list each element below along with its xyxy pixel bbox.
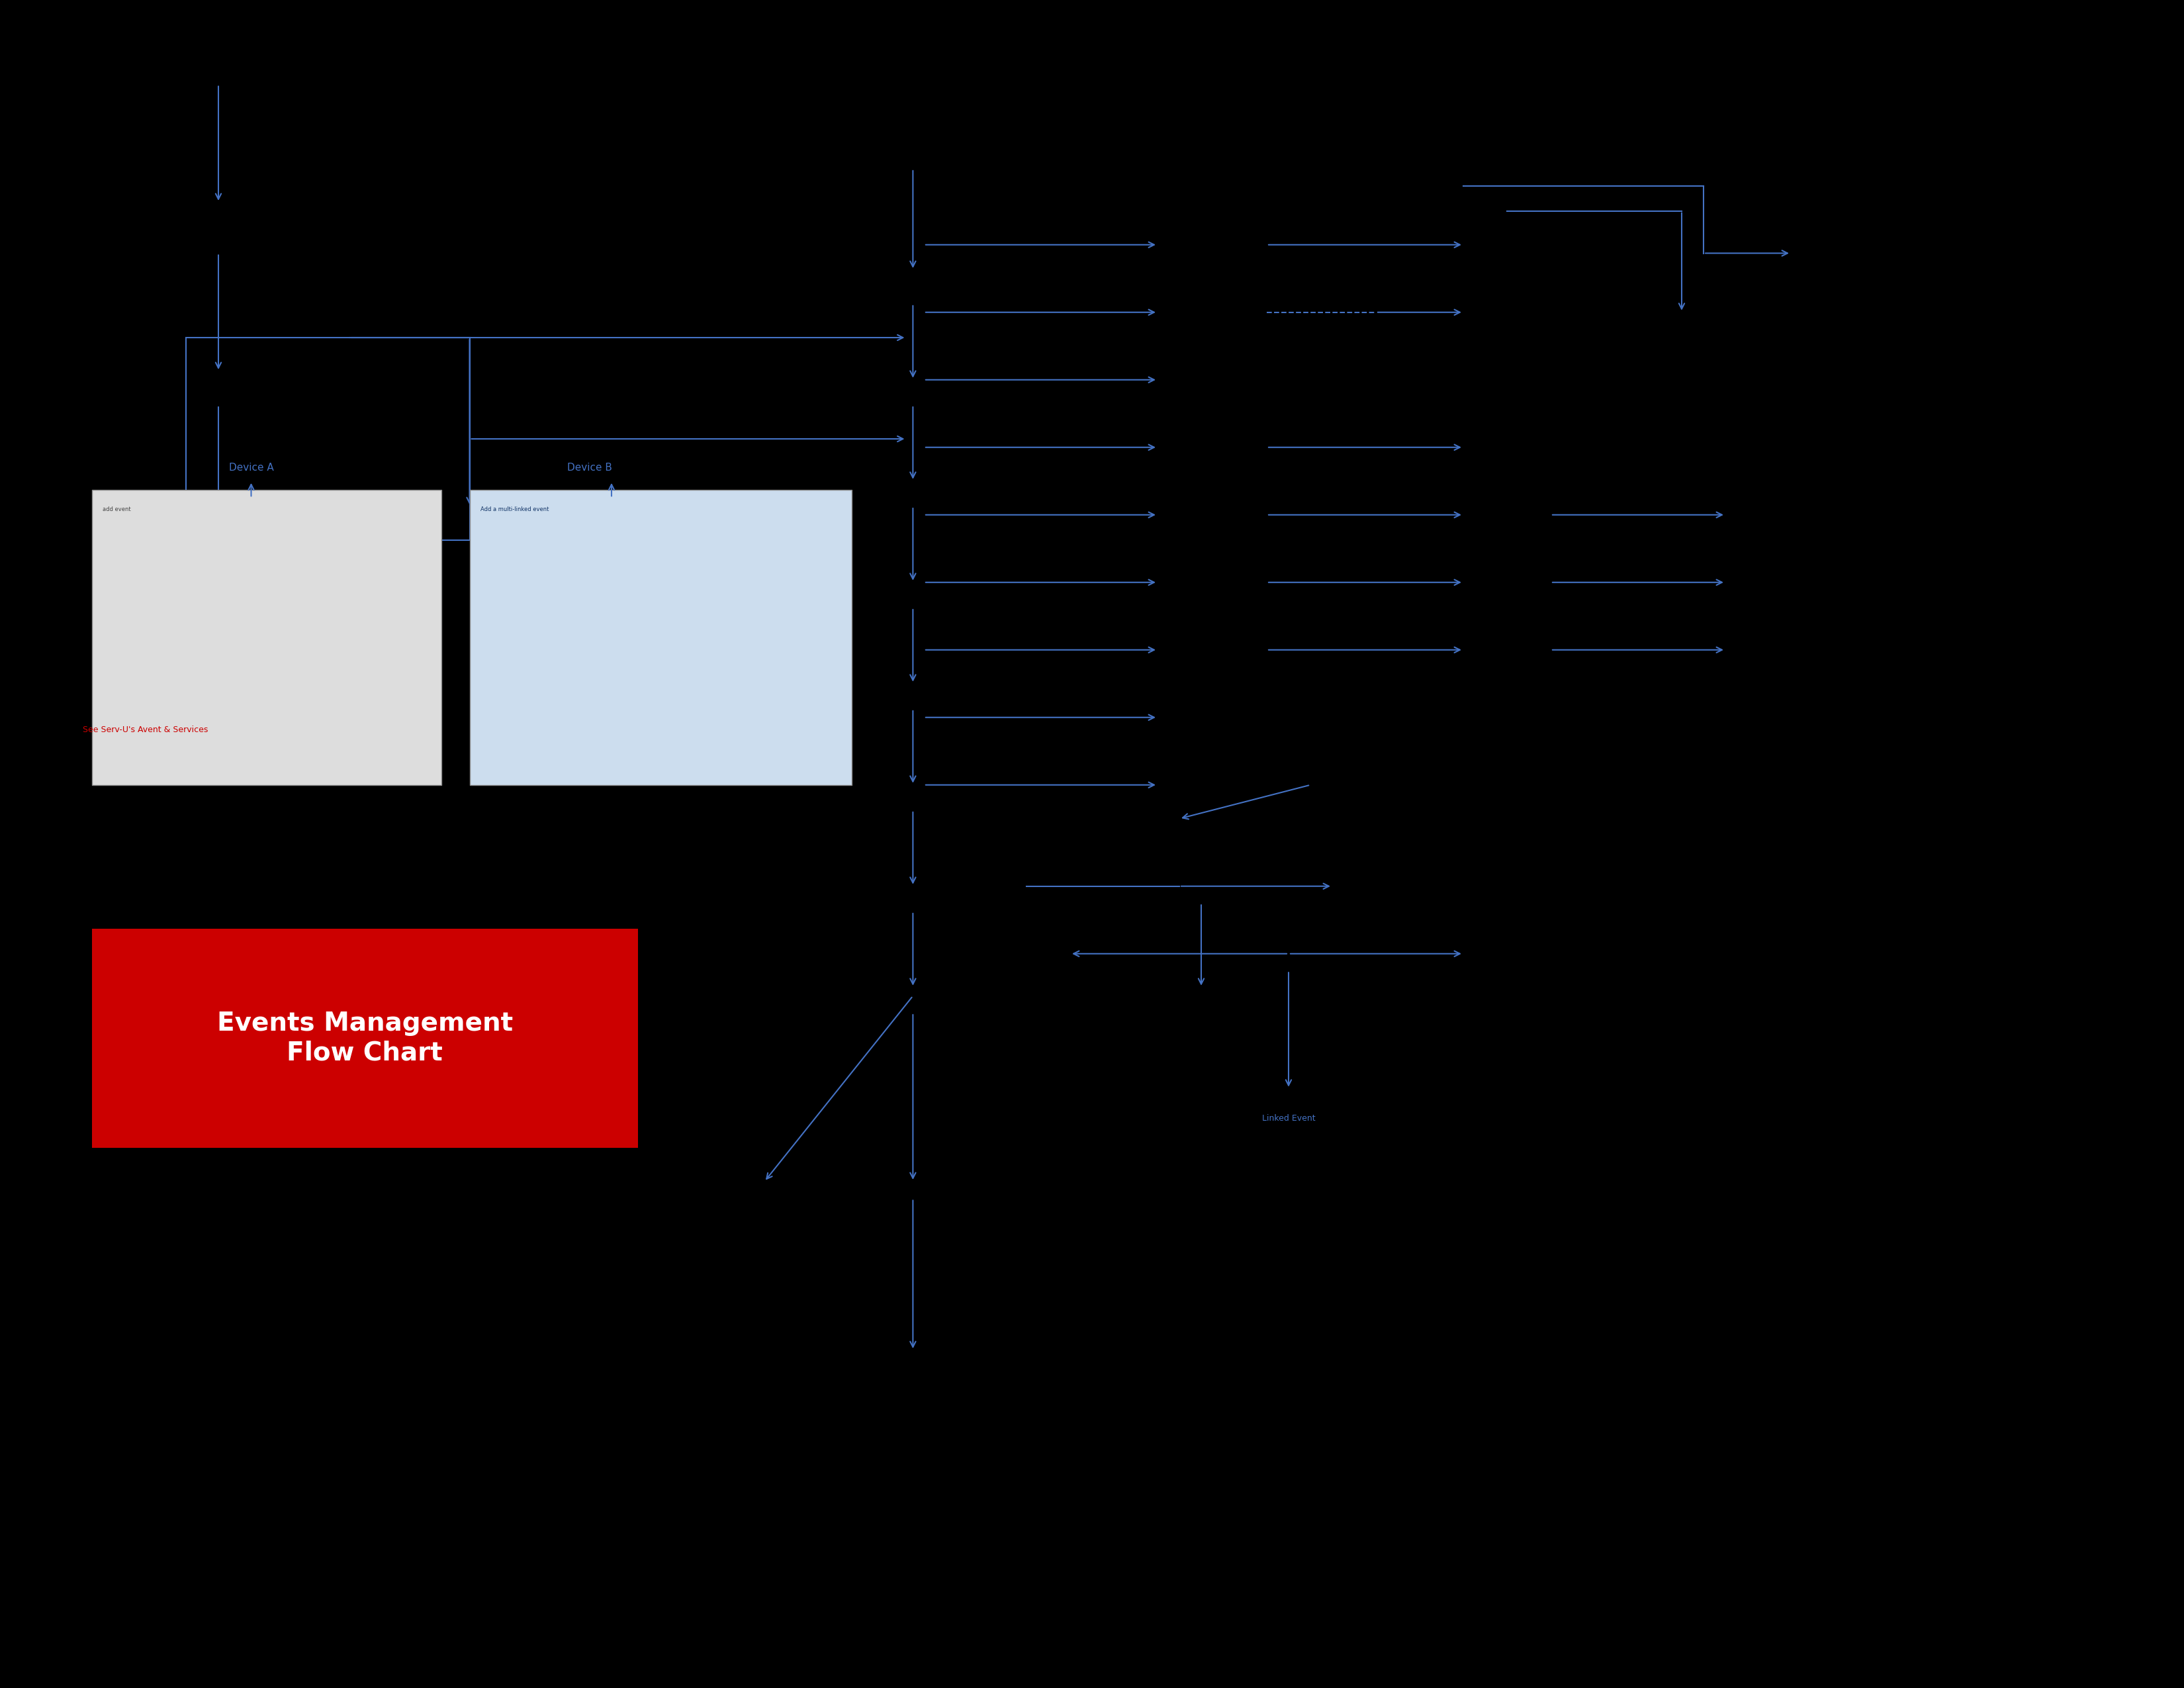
Bar bbox=[92, 490, 441, 785]
Text: Device B: Device B bbox=[568, 463, 612, 473]
Text: Device A: Device A bbox=[229, 463, 273, 473]
Bar bbox=[186, 338, 470, 540]
Text: Add a multi-linked event: Add a multi-linked event bbox=[480, 506, 548, 513]
Text: add event: add event bbox=[103, 506, 131, 513]
Text: See Serv-U's Avent & Services: See Serv-U's Avent & Services bbox=[83, 726, 207, 734]
Bar bbox=[92, 928, 638, 1148]
Bar bbox=[470, 490, 852, 785]
Text: Linked Event: Linked Event bbox=[1262, 1114, 1315, 1123]
Text: Events Management
Flow Chart: Events Management Flow Chart bbox=[216, 1011, 513, 1065]
